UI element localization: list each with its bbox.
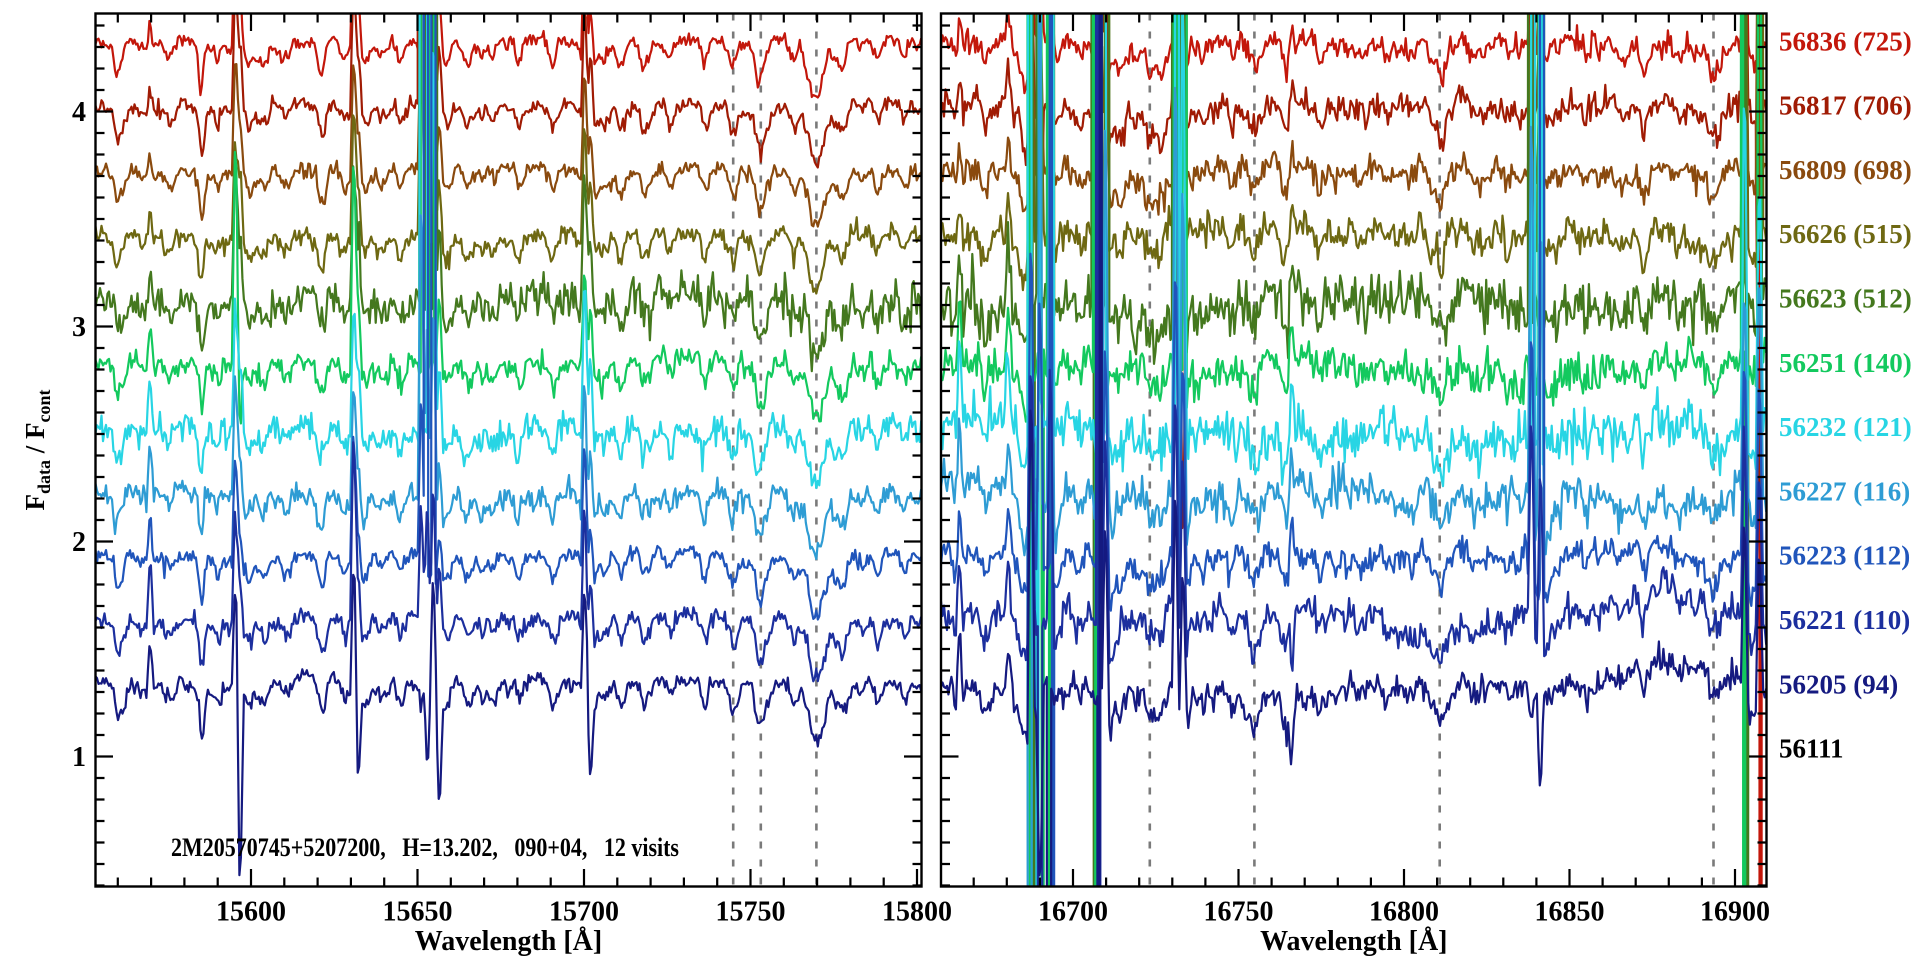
svg-text:3: 3 xyxy=(72,312,86,343)
svg-text:56623 (512): 56623 (512) xyxy=(1779,284,1912,314)
svg-text:16700: 16700 xyxy=(1038,897,1108,928)
svg-text:16800: 16800 xyxy=(1369,897,1439,928)
svg-text:56809 (698): 56809 (698) xyxy=(1779,155,1912,185)
svg-text:16900: 16900 xyxy=(1700,897,1770,928)
svg-text:15750: 15750 xyxy=(716,897,786,928)
svg-text:2M20570745+5207200, H=13.202: 2M20570745+5207200, H=13.202, 090+04, 12… xyxy=(171,833,679,862)
svg-text:56626 (515): 56626 (515) xyxy=(1779,219,1912,249)
svg-text:15650: 15650 xyxy=(383,897,453,928)
svg-text:15800: 15800 xyxy=(882,897,952,928)
svg-text:15600: 15600 xyxy=(216,897,286,928)
svg-text:56223 (112): 56223 (112) xyxy=(1779,541,1910,571)
svg-text:4: 4 xyxy=(72,97,86,128)
svg-text:56205 (94): 56205 (94) xyxy=(1779,669,1898,699)
svg-text:16850: 16850 xyxy=(1535,897,1605,928)
svg-text:56817 (706): 56817 (706) xyxy=(1779,91,1912,121)
svg-text:2: 2 xyxy=(72,527,86,558)
svg-text:56227 (116): 56227 (116) xyxy=(1779,476,1910,506)
svg-text:56221 (110): 56221 (110) xyxy=(1779,605,1910,635)
svg-text:1: 1 xyxy=(72,742,86,773)
svg-text:Wavelength [Å]: Wavelength [Å] xyxy=(1260,926,1447,957)
svg-text:56251 (140): 56251 (140) xyxy=(1779,348,1912,378)
svg-text:56111: 56111 xyxy=(1779,734,1844,764)
svg-text:16750: 16750 xyxy=(1204,897,1274,928)
svg-text:56232 (121): 56232 (121) xyxy=(1779,412,1912,442)
svg-text:15700: 15700 xyxy=(549,897,619,928)
svg-text:Wavelength [Å]: Wavelength [Å] xyxy=(415,926,602,957)
svg-text:56836 (725): 56836 (725) xyxy=(1779,26,1912,56)
